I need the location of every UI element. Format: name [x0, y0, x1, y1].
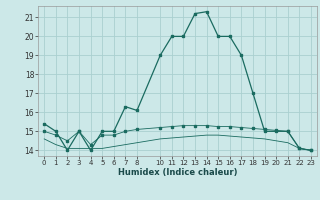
- X-axis label: Humidex (Indice chaleur): Humidex (Indice chaleur): [118, 168, 237, 177]
